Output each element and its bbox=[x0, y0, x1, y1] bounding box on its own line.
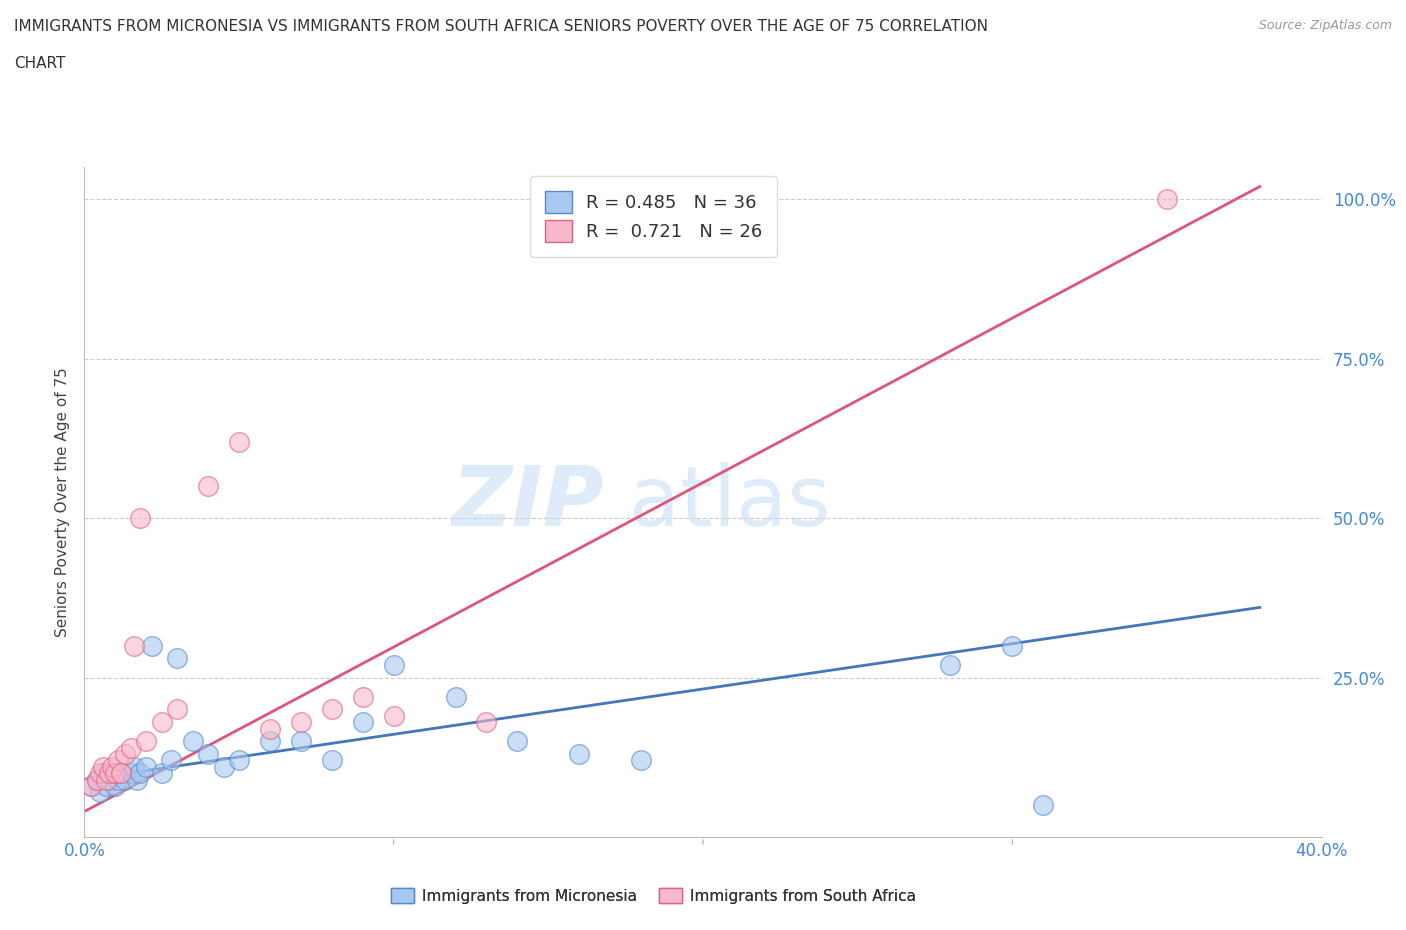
Point bbox=[290, 734, 312, 749]
Point bbox=[101, 765, 124, 780]
Point bbox=[110, 765, 132, 780]
Text: IMMIGRANTS FROM MICRONESIA VS IMMIGRANTS FROM SOUTH AFRICA SENIORS POVERTY OVER : IMMIGRANTS FROM MICRONESIA VS IMMIGRANTS… bbox=[14, 19, 988, 33]
Point bbox=[91, 760, 114, 775]
Point bbox=[86, 772, 108, 787]
Point bbox=[382, 709, 405, 724]
Point bbox=[104, 765, 127, 780]
Point bbox=[98, 772, 121, 787]
Point bbox=[352, 715, 374, 730]
Point bbox=[125, 772, 148, 787]
Point bbox=[107, 753, 129, 768]
Point bbox=[94, 772, 117, 787]
Point bbox=[150, 765, 173, 780]
Point bbox=[259, 721, 281, 736]
Point bbox=[122, 638, 145, 653]
Point bbox=[120, 765, 142, 780]
Point bbox=[1001, 638, 1024, 653]
Point bbox=[1156, 192, 1178, 206]
Point bbox=[630, 753, 652, 768]
Point bbox=[1032, 798, 1054, 813]
Point bbox=[89, 785, 111, 800]
Text: atlas: atlas bbox=[628, 461, 831, 543]
Point bbox=[321, 753, 343, 768]
Point bbox=[129, 511, 152, 525]
Point bbox=[197, 747, 219, 762]
Point bbox=[129, 765, 152, 780]
Point bbox=[939, 658, 962, 672]
Point bbox=[135, 734, 157, 749]
Point bbox=[122, 760, 145, 775]
Point bbox=[166, 702, 188, 717]
Point bbox=[290, 715, 312, 730]
Point bbox=[506, 734, 529, 749]
Point bbox=[89, 765, 111, 780]
Point bbox=[120, 740, 142, 755]
Point bbox=[107, 772, 129, 787]
Legend: Immigrants from Micronesia, Immigrants from South Africa: Immigrants from Micronesia, Immigrants f… bbox=[385, 882, 922, 910]
Point bbox=[475, 715, 498, 730]
Point bbox=[101, 760, 124, 775]
Point bbox=[444, 689, 467, 704]
Point bbox=[114, 747, 136, 762]
Point bbox=[94, 778, 117, 793]
Point bbox=[228, 753, 250, 768]
Point bbox=[352, 689, 374, 704]
Point bbox=[79, 778, 101, 793]
Point bbox=[135, 760, 157, 775]
Text: CHART: CHART bbox=[14, 56, 66, 71]
Point bbox=[197, 479, 219, 494]
Point bbox=[110, 765, 132, 780]
Point bbox=[98, 765, 121, 780]
Text: ZIP: ZIP bbox=[451, 461, 605, 543]
Point bbox=[86, 772, 108, 787]
Point bbox=[382, 658, 405, 672]
Point bbox=[150, 715, 173, 730]
Point bbox=[104, 778, 127, 793]
Point bbox=[212, 760, 235, 775]
Y-axis label: Seniors Poverty Over the Age of 75: Seniors Poverty Over the Age of 75 bbox=[55, 367, 70, 637]
Text: Source: ZipAtlas.com: Source: ZipAtlas.com bbox=[1258, 19, 1392, 32]
Point bbox=[228, 434, 250, 449]
Point bbox=[181, 734, 204, 749]
Point bbox=[91, 765, 114, 780]
Point bbox=[321, 702, 343, 717]
Point bbox=[166, 651, 188, 666]
Point bbox=[259, 734, 281, 749]
Point bbox=[114, 772, 136, 787]
Point bbox=[141, 638, 163, 653]
Point bbox=[160, 753, 183, 768]
Point bbox=[79, 778, 101, 793]
Point bbox=[568, 747, 591, 762]
